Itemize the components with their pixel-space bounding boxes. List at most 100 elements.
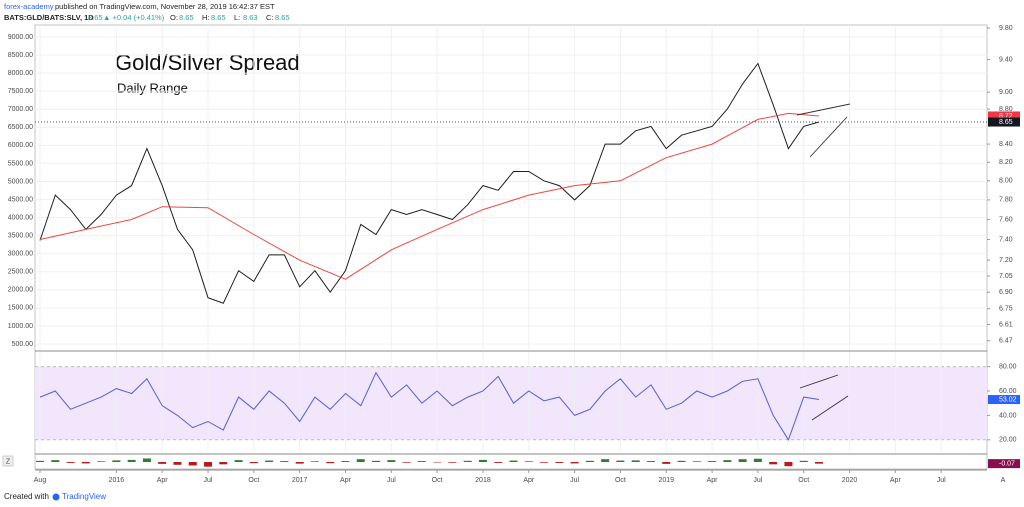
y-tick-label: 6000.00 <box>8 142 33 149</box>
ohlc-label: L: <box>234 13 240 22</box>
brand[interactable]: TradingView <box>62 492 106 501</box>
histogram-bar <box>310 461 319 462</box>
histogram-bar <box>417 461 426 462</box>
y-tick-label: 1500.00 <box>8 305 33 312</box>
x-tick-label: Oct <box>432 477 443 484</box>
histogram-bar <box>188 462 197 466</box>
ohlc-value: 8.65 <box>275 13 290 22</box>
histogram-bar <box>738 459 747 462</box>
histogram-bar <box>784 462 793 467</box>
y-tick-label: 4500.00 <box>8 196 33 203</box>
series-line <box>39 371 820 441</box>
histogram-bar <box>692 461 701 462</box>
y2-tick-label: 7.80 <box>999 197 1013 204</box>
histogram-bar <box>769 462 778 465</box>
y-tick-label: 6500.00 <box>8 124 33 131</box>
scale-button[interactable] <box>2 455 14 467</box>
histogram-bar <box>326 462 335 464</box>
trend-line <box>799 374 839 389</box>
x-tick-label: 2016 <box>109 477 125 484</box>
price-label: 8.72 <box>999 113 1013 120</box>
y-tick-label: 3500.00 <box>8 232 33 239</box>
y2-tick-label: 9.80 <box>999 25 1013 32</box>
created-with: Created with <box>4 492 49 501</box>
histogram-bar <box>51 460 60 462</box>
frame <box>34 24 988 470</box>
y-tick-label: 20.00 <box>999 437 1017 444</box>
histogram-bar <box>97 461 106 462</box>
x-tick-label: 2018 <box>475 477 491 484</box>
chart-subtitle: Daily Range <box>117 80 188 95</box>
x-tick-label: Apr <box>523 477 535 484</box>
ohlc-value: 8.65 <box>211 13 226 22</box>
x-tick-label: 2017 <box>292 477 308 484</box>
auto-button[interactable]: A <box>1001 477 1006 484</box>
y2-tick-label: 8.20 <box>999 159 1013 166</box>
scale-button-label[interactable]: Z <box>6 458 11 465</box>
y2-tick-label: 6.90 <box>999 289 1013 296</box>
y-tick-label: 2500.00 <box>8 269 33 276</box>
series-line <box>39 62 820 304</box>
trend-line <box>811 395 849 421</box>
x-tick-label: Aug <box>34 477 47 484</box>
histogram-bar <box>387 460 396 462</box>
histogram-bar <box>142 458 151 462</box>
histogram-bar <box>219 462 228 465</box>
histogram-bar <box>234 460 243 462</box>
price-label-box <box>988 459 1020 469</box>
y2-tick-label: 7.05 <box>999 273 1013 280</box>
ohlc-label: H: <box>202 13 210 22</box>
x-tick-label: 2019 <box>658 477 674 484</box>
y-tick-label: 8000.00 <box>8 70 33 77</box>
histogram-bar <box>708 461 717 462</box>
trend-line <box>796 103 851 116</box>
plot: 9000.00 8500.00 8000.00 7500.00 7000.00 6500.… <box>8 25 1020 484</box>
histogram-bar <box>127 459 136 462</box>
x-tick-label: Jul <box>937 477 946 484</box>
y2-tick-label: 9.40 <box>999 56 1013 63</box>
histogram-bar <box>585 460 594 462</box>
price-label: 53.02 <box>999 396 1017 403</box>
histogram-bar <box>265 460 274 462</box>
publisher[interactable]: forex-academy <box>4 2 54 11</box>
ohlc-value: 8.63 <box>243 13 258 22</box>
x-tick-label: Jul <box>570 477 579 484</box>
x-tick-label: Apr <box>340 477 352 484</box>
ohlc-label: O: <box>170 13 178 22</box>
histogram-bar <box>723 460 732 462</box>
histogram-bar <box>402 462 411 463</box>
y-tick-label: 7000.00 <box>8 106 33 113</box>
x-tick-label: Oct <box>248 477 259 484</box>
histogram-bar <box>616 460 625 462</box>
x-tick-label: Oct <box>615 477 626 484</box>
y-tick-label: 40.00 <box>999 412 1017 419</box>
x-tick-label: Apr <box>157 477 169 484</box>
histogram-bar <box>448 462 457 463</box>
rsi-band <box>35 366 987 440</box>
histogram-bar <box>814 462 823 464</box>
chart-title: Gold/Silver Spread <box>115 50 300 75</box>
histogram-bar <box>646 461 655 462</box>
histogram-bar <box>509 460 518 462</box>
x-tick-label: Jul <box>753 477 762 484</box>
histogram-bar <box>524 461 533 462</box>
symbol: BATS:GLD/BATS:SLV, 1D <box>4 13 94 22</box>
change: ▲ +0.04 (+0.41%) <box>103 13 165 22</box>
x-tick-label: Oct <box>798 477 809 484</box>
ohlc-label: C: <box>266 13 274 22</box>
histogram-bar <box>631 460 640 462</box>
histogram-bar <box>463 460 472 462</box>
y2-tick-label: 7.20 <box>999 257 1013 264</box>
y2-tick-label: 6.61 <box>999 321 1013 328</box>
histogram-bar <box>540 462 549 463</box>
histogram-bar <box>204 462 213 467</box>
ohlc-value: 8.65 <box>179 13 194 22</box>
y2-tick-label: 7.60 <box>999 216 1013 223</box>
last: 8.65 <box>88 13 103 22</box>
histogram-bar <box>249 462 258 464</box>
y2-tick-label: 8.80 <box>999 106 1013 113</box>
histogram-bar <box>478 459 487 462</box>
price-label-box <box>988 117 1020 127</box>
histogram-bar <box>66 462 75 463</box>
